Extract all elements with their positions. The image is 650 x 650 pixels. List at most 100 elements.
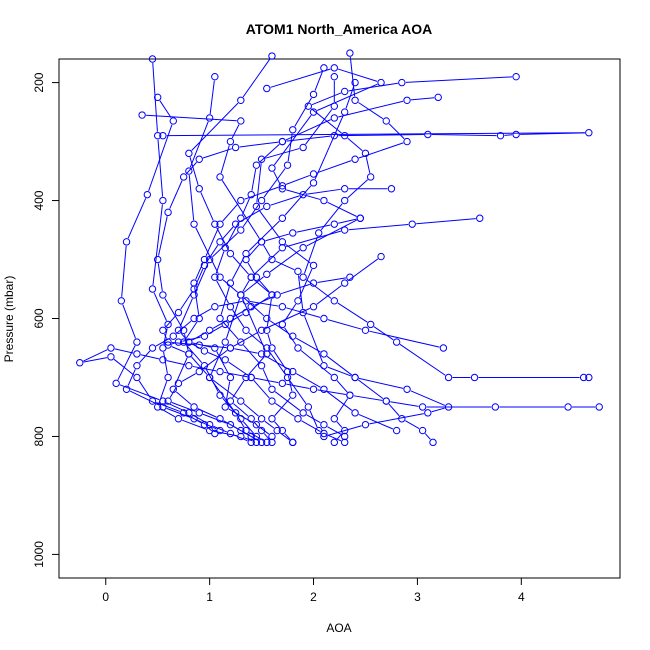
data-point <box>320 350 328 358</box>
series-line-segment <box>213 425 227 433</box>
data-point <box>159 131 167 140</box>
series-line-segment <box>207 426 213 432</box>
x-tick-label: 2 <box>310 590 317 604</box>
series-line-segment <box>320 203 343 231</box>
series-line-segment <box>156 402 181 412</box>
data-point <box>304 403 313 411</box>
series-line-segment <box>163 351 168 374</box>
series-line-segment <box>266 298 272 327</box>
data-point <box>226 344 235 352</box>
series-8 <box>299 72 593 382</box>
data-point <box>185 149 193 158</box>
series-line-segment <box>171 342 175 345</box>
data-point <box>263 326 271 334</box>
series-line-segment <box>286 307 321 318</box>
series-line-segment <box>284 303 297 322</box>
data-point <box>340 426 349 435</box>
series-11 <box>174 64 328 441</box>
data-point <box>268 415 276 423</box>
series-line-segment <box>307 188 341 195</box>
series-line-segment <box>209 80 215 115</box>
data-point <box>247 373 255 382</box>
data-point <box>330 64 339 72</box>
data-point <box>263 84 271 93</box>
data-point <box>320 420 328 429</box>
series-line-segment <box>83 357 108 363</box>
data-point <box>237 226 245 234</box>
data-point <box>159 326 167 334</box>
series-line-segment <box>289 380 307 404</box>
series-line-segment <box>258 279 270 293</box>
data-point <box>247 432 255 441</box>
series-line-segment <box>165 315 177 328</box>
series-line-segment <box>239 141 279 148</box>
series-line-segment <box>172 341 196 346</box>
data-point <box>429 438 437 447</box>
series-line-segment <box>309 410 318 428</box>
series-line-segment <box>316 83 378 111</box>
series-line-segment <box>327 426 342 435</box>
data-point <box>278 214 287 222</box>
data-point <box>148 344 157 352</box>
data-point <box>252 161 261 169</box>
y-tick-label: 200 <box>32 72 46 92</box>
data-point <box>377 78 385 87</box>
x-tick-label: 4 <box>518 590 525 604</box>
series-line-segment <box>233 403 249 417</box>
data-point <box>496 131 505 140</box>
series-line-segment <box>157 263 163 292</box>
series-14 <box>237 214 484 441</box>
series-line-segment <box>369 413 424 425</box>
series-7 <box>216 78 359 441</box>
data-point <box>366 173 375 181</box>
data-point <box>211 72 219 81</box>
series-18 <box>164 214 364 447</box>
series-line-segment <box>373 326 394 341</box>
data-point <box>320 64 328 72</box>
series-line-segment <box>299 268 313 298</box>
series-line-segment <box>405 76 513 83</box>
series-line-segment <box>221 180 260 239</box>
data-point <box>174 415 183 423</box>
data-point <box>289 391 297 399</box>
series-line-segment <box>405 420 420 430</box>
data-point <box>252 420 261 429</box>
data-point <box>403 96 411 104</box>
data-point <box>148 285 157 293</box>
series-line-segment <box>311 92 342 106</box>
data-point <box>356 214 364 222</box>
y-tick-label: 1000 <box>32 541 46 568</box>
series-line-segment <box>222 397 239 417</box>
x-tick-label: 0 <box>102 590 109 604</box>
series-line-segment <box>254 296 274 306</box>
data-point <box>242 249 250 258</box>
series-line-segment <box>205 227 219 257</box>
series-line-segment <box>317 389 347 396</box>
data-point <box>257 238 266 246</box>
series-line-segment <box>249 296 269 311</box>
series-line-segment <box>265 233 290 242</box>
data-point <box>476 214 484 222</box>
data-point <box>237 397 245 405</box>
series-line-segment <box>197 419 217 430</box>
data-point <box>216 391 224 399</box>
series-line-segment <box>358 102 384 120</box>
series-line-segment <box>232 256 249 275</box>
series-line-segment <box>327 319 362 330</box>
series-line-segment <box>269 249 301 273</box>
series-16 <box>122 297 448 435</box>
series-line-segment <box>244 186 279 200</box>
data-point <box>320 314 328 323</box>
data-point <box>309 90 318 99</box>
data-point <box>424 130 432 139</box>
series-line-segment <box>211 380 234 410</box>
series-line-segment <box>358 377 404 389</box>
data-point <box>237 426 245 435</box>
data-point <box>320 385 328 393</box>
data-point <box>351 155 359 163</box>
series-line-segment <box>114 348 134 354</box>
series-line-segment <box>223 371 248 378</box>
series-line-segment <box>241 298 266 351</box>
data-point <box>268 397 276 405</box>
data-point <box>278 185 287 193</box>
